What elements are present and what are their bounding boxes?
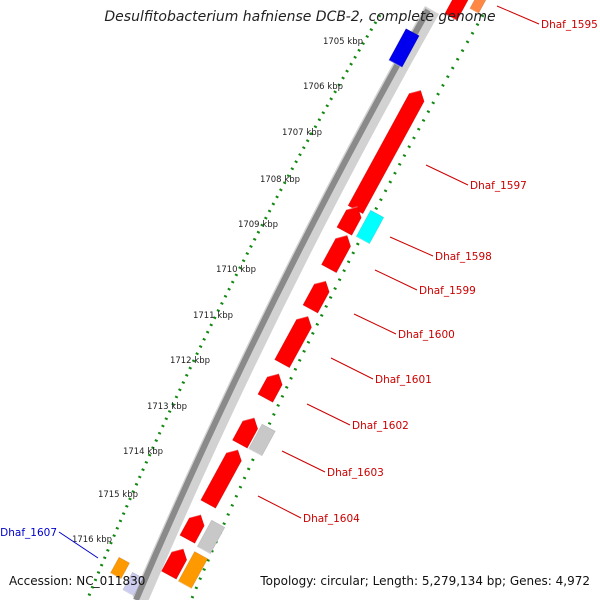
gene-leader-line — [353, 313, 397, 335]
gene-leader-line — [257, 495, 302, 519]
genome-summary-text: Topology: circular; Length: 5,279,134 bp… — [260, 574, 590, 588]
tick-label: 1707 kbp — [282, 128, 322, 138]
backbone-line — [133, 8, 431, 600]
grey-gene-2 — [196, 519, 226, 555]
red-gene-4 — [302, 280, 330, 314]
tick-label: 1706 kbp — [303, 82, 343, 92]
tick-label: 1712 kbp — [170, 356, 210, 366]
grey-gene-2-highlight — [196, 546, 211, 555]
red-gene-8 — [200, 449, 242, 509]
red-gene-9-highlight — [189, 514, 201, 519]
gene-leader-line — [374, 269, 418, 291]
red-gene-top-highlight — [444, 13, 458, 22]
gene-leader-line — [330, 357, 374, 380]
outer-dot-track — [190, 14, 485, 599]
tick-label: 1705 kbp — [323, 37, 363, 47]
red-gene-9 — [179, 514, 205, 544]
red-gene-7 — [231, 417, 259, 449]
red-gene-5-highlight — [296, 315, 309, 320]
red-gene-8-highlight — [226, 449, 238, 454]
tick-label: 1713 kbp — [147, 402, 187, 412]
tick-labels: 1705 kbp 1706 kbp 1707 kbp 1708 kbp 1709 kbp… — [72, 37, 363, 545]
lavender-gene-highlight — [122, 589, 134, 597]
gene-leader-line — [306, 403, 351, 426]
red-gene-5 — [274, 315, 312, 369]
gene-leader-line — [496, 5, 540, 25]
red-gene-top — [444, 0, 469, 21]
tick-label: 1711 kbp — [193, 311, 233, 321]
gene-leader-line — [389, 236, 434, 257]
gene-label: Dhaf_1604 — [303, 513, 360, 525]
gene-leader-line — [425, 164, 469, 186]
tick-label: 1708 kbp — [260, 175, 300, 185]
red-gene-3 — [320, 234, 352, 274]
blue-gene-highlight — [388, 59, 403, 68]
genome-backbone — [132, 6, 439, 600]
orange-gene-top — [469, 0, 487, 14]
tick-label: 1715 kbp — [98, 490, 138, 500]
orange-gene-1-highlight — [178, 580, 192, 590]
gene-label: Dhaf_1602 — [352, 420, 409, 432]
map-title: Desulfitobacterium hafniense DCB-2, comp… — [104, 9, 496, 25]
red-gene-6 — [257, 373, 283, 403]
red-gene-10 — [160, 548, 188, 580]
inner-dot-track — [86, 14, 382, 599]
red-gene-1-highlight — [409, 89, 421, 94]
gene-label: Dhaf_1601 — [375, 374, 432, 386]
tick-label: 1709 kbp — [238, 220, 278, 230]
red-gene-10-highlight — [171, 548, 184, 553]
red-gene-2 — [336, 206, 362, 236]
blue-gene — [388, 28, 420, 68]
cyan-gene — [355, 209, 385, 245]
orange-gene-2 — [109, 556, 131, 580]
grey-gene-1 — [248, 423, 276, 457]
orange-gene-1 — [177, 551, 209, 589]
red-gene-3-highlight — [335, 234, 348, 239]
cyan-gene-highlight — [355, 236, 370, 245]
gene-label: Dhaf_1595 — [541, 19, 598, 31]
gene-label: Dhaf_1597 — [470, 180, 527, 192]
orange-gene-2-highlight — [110, 572, 122, 580]
orange-gene-top-highlight — [469, 8, 479, 14]
backbone-shadow — [132, 6, 439, 600]
gene-label: Dhaf_1607 — [0, 527, 57, 539]
red-gene-6-highlight — [267, 373, 279, 378]
gene-features — [109, 0, 487, 597]
tick-dot-tracks — [86, 14, 485, 599]
gene-label: Dhaf_1599 — [419, 285, 476, 297]
lavender-gene — [122, 571, 144, 597]
gene-labels: Dhaf_1595 Dhaf_1597 Dhaf_1598 Dhaf_1599 Dhaf… — [0, 5, 598, 559]
red-gene-2-highlight — [346, 206, 358, 211]
red-gene-7-highlight — [242, 417, 255, 422]
grey-gene-1-highlight — [248, 448, 263, 457]
tick-label: 1710 kbp — [216, 265, 256, 275]
gene-label: Dhaf_1603 — [327, 467, 384, 479]
tick-label: 1716 kbp — [72, 535, 112, 545]
tick-label: 1714 kbp — [123, 447, 163, 457]
red-gene-4-highlight — [314, 280, 326, 285]
accession-text: Accession: NC_011830 — [9, 574, 146, 588]
gene-leader-line — [58, 531, 99, 559]
gene-label: Dhaf_1598 — [435, 251, 492, 263]
gene-leader-line — [281, 450, 326, 473]
gene-label: Dhaf_1600 — [398, 329, 455, 341]
